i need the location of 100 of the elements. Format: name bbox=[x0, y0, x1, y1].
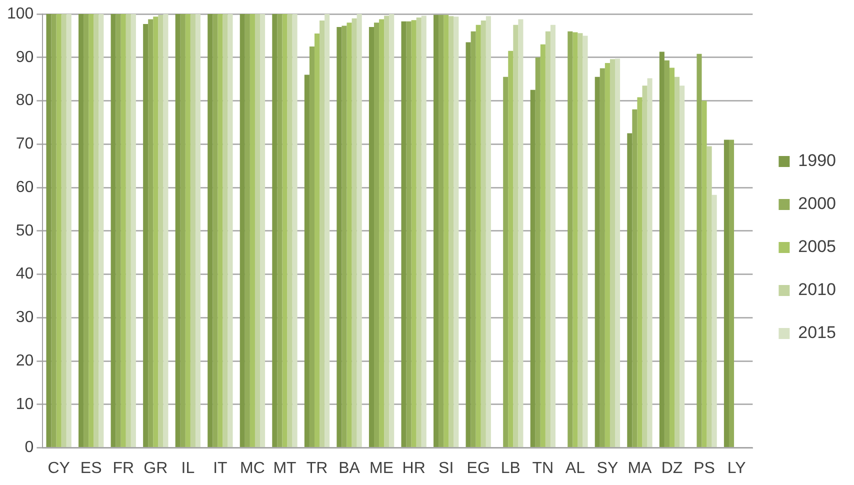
x-tick-label: LY bbox=[727, 460, 746, 477]
bar bbox=[110, 14, 116, 448]
bar bbox=[604, 63, 610, 448]
x-tick-label: AL bbox=[565, 460, 586, 477]
bar bbox=[324, 14, 330, 448]
bar bbox=[287, 14, 292, 448]
bar bbox=[346, 22, 352, 448]
bar bbox=[272, 14, 278, 448]
bar bbox=[545, 31, 550, 448]
y-tick-label: 30 bbox=[16, 309, 34, 326]
bar bbox=[320, 20, 325, 448]
y-tick-label: 0 bbox=[24, 439, 34, 456]
bar bbox=[508, 50, 514, 448]
bar bbox=[368, 27, 374, 448]
x-tick-label: MC bbox=[240, 460, 265, 477]
bar bbox=[250, 14, 255, 448]
y-tick-label: 40 bbox=[16, 266, 34, 283]
bar bbox=[158, 14, 164, 448]
x-tick-label: ME bbox=[370, 460, 394, 477]
bar bbox=[647, 78, 652, 448]
bar bbox=[438, 14, 444, 448]
bar bbox=[421, 16, 426, 448]
x-tick-label: SY bbox=[596, 460, 618, 477]
bar bbox=[632, 109, 638, 448]
bar bbox=[664, 60, 670, 448]
bar bbox=[572, 32, 578, 448]
bar bbox=[304, 74, 310, 448]
bar bbox=[240, 14, 245, 448]
bar bbox=[163, 14, 168, 448]
bar bbox=[153, 16, 158, 448]
bar bbox=[476, 24, 481, 448]
bar bbox=[352, 18, 357, 448]
x-tick-label: HR bbox=[402, 460, 426, 477]
x-tick-label: GR bbox=[144, 460, 168, 477]
bar bbox=[277, 14, 282, 448]
x-tick-label: MA bbox=[628, 460, 652, 477]
y-tick-label: 90 bbox=[16, 48, 34, 66]
bar bbox=[309, 46, 314, 448]
x-tick-label: IT bbox=[213, 460, 228, 477]
bar bbox=[411, 20, 416, 448]
x-tick-label: MT bbox=[273, 460, 297, 477]
bar bbox=[260, 14, 266, 448]
bar bbox=[627, 133, 632, 448]
bar bbox=[724, 140, 729, 448]
x-tick-label: ES bbox=[80, 460, 102, 477]
bar bbox=[185, 14, 190, 448]
bar bbox=[374, 22, 380, 448]
bar bbox=[218, 14, 223, 448]
bar bbox=[642, 86, 648, 448]
bar bbox=[706, 146, 712, 448]
bar bbox=[637, 97, 642, 448]
bar bbox=[180, 14, 186, 448]
bar bbox=[356, 14, 362, 448]
bar bbox=[212, 14, 218, 448]
y-tick-label: 70 bbox=[16, 136, 34, 153]
bar bbox=[244, 14, 250, 448]
legend-label: 2000 bbox=[798, 194, 836, 214]
bar bbox=[680, 86, 685, 448]
bar bbox=[98, 14, 104, 448]
y-tick-label: 60 bbox=[16, 178, 34, 196]
bar bbox=[540, 44, 546, 448]
bar bbox=[51, 14, 56, 448]
bar bbox=[600, 68, 605, 448]
x-tick-label: DZ bbox=[661, 460, 683, 477]
bar bbox=[175, 14, 180, 448]
bar bbox=[550, 24, 556, 448]
bar bbox=[448, 16, 454, 448]
x-tick-label: PS bbox=[694, 460, 715, 477]
bar bbox=[659, 52, 664, 448]
bar bbox=[120, 14, 126, 448]
bar bbox=[195, 14, 201, 448]
bar bbox=[674, 76, 680, 448]
bar bbox=[292, 14, 298, 448]
bar bbox=[466, 42, 471, 448]
bar bbox=[582, 36, 588, 448]
x-tick-label: CY bbox=[48, 460, 70, 477]
legend-label: 2010 bbox=[798, 280, 836, 300]
bar bbox=[454, 16, 459, 448]
legend-label: 2005 bbox=[798, 237, 836, 256]
bar bbox=[222, 14, 228, 448]
bar bbox=[535, 57, 540, 448]
x-tick-label: LB bbox=[500, 460, 520, 477]
bar bbox=[190, 14, 196, 448]
bar bbox=[434, 14, 439, 448]
x-tick-label: EG bbox=[466, 460, 490, 477]
bar bbox=[148, 19, 154, 448]
bar bbox=[254, 14, 260, 448]
bar bbox=[712, 194, 717, 448]
bar bbox=[728, 140, 734, 448]
bar bbox=[116, 14, 121, 448]
bar bbox=[66, 14, 72, 448]
x-tick-label: IL bbox=[181, 460, 195, 477]
bar bbox=[56, 14, 62, 448]
bar bbox=[518, 19, 524, 448]
bar bbox=[470, 31, 476, 448]
bar bbox=[568, 31, 573, 448]
y-tick-label: 100 bbox=[6, 5, 34, 22]
bar bbox=[416, 17, 422, 448]
bar bbox=[406, 21, 412, 448]
bar bbox=[314, 34, 320, 448]
